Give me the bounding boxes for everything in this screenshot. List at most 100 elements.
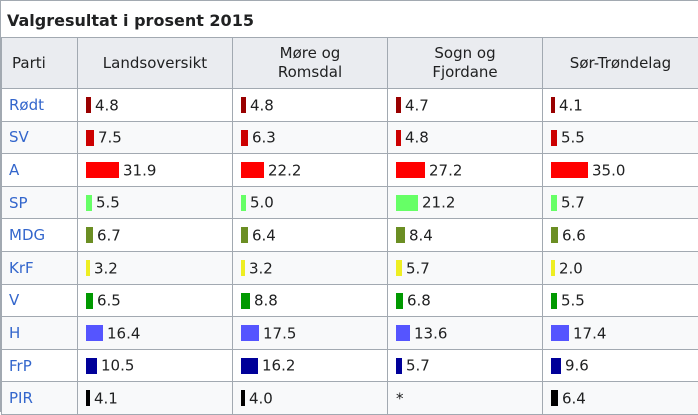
value-text: 4.8 <box>405 129 429 147</box>
value-cell: 4.8 <box>78 89 233 122</box>
value-text: 6.8 <box>407 292 431 310</box>
value-bar <box>86 227 93 243</box>
value-bar <box>86 97 91 113</box>
value-bar <box>396 130 401 146</box>
table-row: V 6.5 8.8 6.8 5.5 <box>2 284 698 317</box>
value-text: 5.5 <box>561 129 585 147</box>
value-cell: 17.5 <box>233 317 388 350</box>
value-text: 6.3 <box>252 129 276 147</box>
value-cell: 3.2 <box>78 251 233 284</box>
value-text: 16.2 <box>262 357 295 375</box>
value-text: 4.1 <box>559 96 583 114</box>
value-cell: * <box>388 382 543 415</box>
value-text: 5.0 <box>250 194 274 212</box>
value-cell: 6.7 <box>78 219 233 252</box>
value-bar <box>396 162 425 178</box>
party-cell: SP <box>2 186 78 219</box>
header-parti: Parti <box>2 38 78 89</box>
party-link[interactable]: V <box>9 291 19 309</box>
value-text: 22.2 <box>268 161 301 179</box>
value-bar <box>551 358 561 374</box>
value-cell: 17.4 <box>543 317 698 350</box>
value-bar <box>551 293 557 309</box>
party-link[interactable]: Rødt <box>9 96 44 114</box>
value-cell: 5.5 <box>543 284 698 317</box>
value-cell: 6.4 <box>233 219 388 252</box>
value-bar <box>241 390 245 406</box>
value-text: 3.2 <box>94 259 118 277</box>
value-text: 6.4 <box>562 389 586 407</box>
value-text: 17.4 <box>573 324 606 342</box>
value-text: 35.0 <box>592 161 625 179</box>
party-cell: PIR <box>2 382 78 415</box>
value-text: 16.4 <box>107 324 140 342</box>
value-text: 5.7 <box>406 357 430 375</box>
value-bar <box>241 227 248 243</box>
value-cell: 4.7 <box>388 89 543 122</box>
party-cell: KrF <box>2 251 78 284</box>
party-link[interactable]: MDG <box>9 226 45 244</box>
value-bar <box>241 260 245 276</box>
value-bar <box>551 195 557 211</box>
party-cell: SV <box>2 121 78 154</box>
party-cell: FrP <box>2 349 78 382</box>
value-cell: 4.1 <box>78 382 233 415</box>
party-link[interactable]: FrP <box>9 357 32 375</box>
value-cell: 8.4 <box>388 219 543 252</box>
value-cell: 2.0 <box>543 251 698 284</box>
value-cell: 4.0 <box>233 382 388 415</box>
value-text: 5.7 <box>406 259 430 277</box>
value-text: 27.2 <box>429 161 462 179</box>
table-row: A 31.9 22.2 27.2 35.0 <box>2 154 698 187</box>
value-text: 7.5 <box>98 129 122 147</box>
party-cell: A <box>2 154 78 187</box>
value-cell: 4.1 <box>543 89 698 122</box>
value-bar <box>551 390 558 406</box>
value-text: 10.5 <box>101 357 134 375</box>
party-link[interactable]: SV <box>9 128 29 146</box>
value-cell: 10.5 <box>78 349 233 382</box>
party-link[interactable]: SP <box>9 194 28 212</box>
value-bar <box>551 227 558 243</box>
value-cell: 5.7 <box>388 349 543 382</box>
value-bar <box>551 130 557 146</box>
value-bar <box>396 260 402 276</box>
value-bar <box>86 325 103 341</box>
header-sor-trondelag: Sør-Trøndelag <box>543 38 698 89</box>
header-sogn-og-fjordane: Sogn og Fjordane <box>388 38 543 89</box>
value-text: 31.9 <box>123 161 156 179</box>
value-cell: 3.2 <box>233 251 388 284</box>
value-cell: 6.8 <box>388 284 543 317</box>
value-bar <box>86 358 97 374</box>
value-text: 6.5 <box>97 292 121 310</box>
table-row: H 16.4 17.5 13.6 17.4 <box>2 317 698 350</box>
value-text: 2.0 <box>559 259 583 277</box>
value-bar <box>551 97 555 113</box>
value-cell: 4.8 <box>388 121 543 154</box>
value-cell: 9.6 <box>543 349 698 382</box>
party-link[interactable]: A <box>9 161 19 179</box>
value-bar <box>86 195 92 211</box>
value-bar <box>241 162 264 178</box>
party-link[interactable]: PIR <box>9 389 33 407</box>
value-cell: 16.4 <box>78 317 233 350</box>
table-row: FrP 10.5 16.2 5.7 9.6 <box>2 349 698 382</box>
value-bar <box>396 325 410 341</box>
party-link[interactable]: H <box>9 324 20 342</box>
party-cell: MDG <box>2 219 78 252</box>
value-text: 13.6 <box>414 324 447 342</box>
value-bar <box>86 260 90 276</box>
value-text: 8.8 <box>254 292 278 310</box>
value-cell: 6.5 <box>78 284 233 317</box>
value-text: 6.6 <box>562 226 586 244</box>
value-bar <box>396 97 401 113</box>
value-bar <box>396 293 403 309</box>
value-cell: 16.2 <box>233 349 388 382</box>
value-cell: 22.2 <box>233 154 388 187</box>
value-cell: 27.2 <box>388 154 543 187</box>
party-link[interactable]: KrF <box>9 259 34 277</box>
table-row: SV 7.5 6.3 4.8 5.5 <box>2 121 698 154</box>
